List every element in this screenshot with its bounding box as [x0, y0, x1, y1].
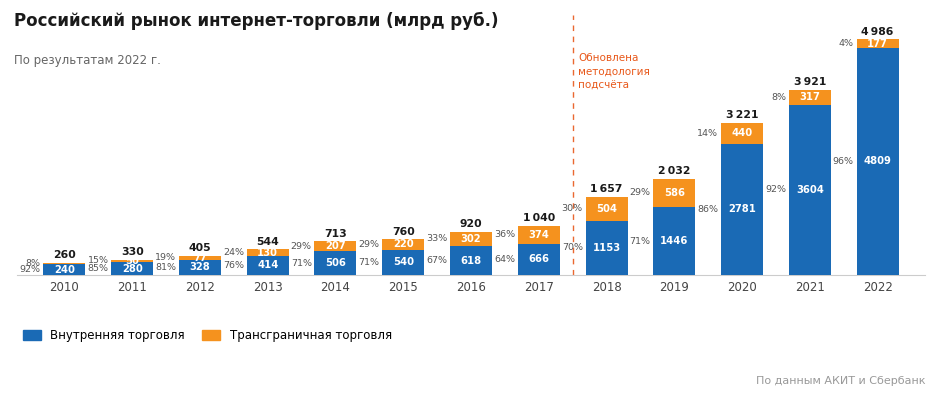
Text: 506: 506	[325, 258, 346, 268]
Bar	[518, 244, 559, 275]
Text: 19%: 19%	[155, 254, 176, 262]
Bar	[111, 262, 153, 275]
Bar	[179, 260, 221, 275]
Text: 414: 414	[257, 260, 278, 270]
Text: Обновлена
методология
подсчёта: Обновлена методология подсчёта	[578, 53, 650, 91]
Text: 85%: 85%	[87, 264, 108, 273]
Text: 240: 240	[54, 265, 75, 275]
Bar	[789, 90, 831, 105]
Text: 280: 280	[122, 263, 143, 273]
Text: 1 040: 1 040	[523, 213, 555, 223]
Text: 1 657: 1 657	[590, 184, 622, 194]
Text: 374: 374	[528, 230, 549, 240]
Text: 1446: 1446	[660, 236, 688, 246]
Bar	[721, 123, 763, 144]
Text: 77: 77	[193, 253, 207, 263]
Bar	[856, 39, 899, 48]
Text: 713: 713	[324, 229, 347, 239]
Text: 92%: 92%	[765, 185, 786, 195]
Text: 440: 440	[731, 128, 753, 138]
Text: 96%: 96%	[833, 157, 854, 166]
Text: 71%: 71%	[630, 236, 650, 246]
Text: 64%: 64%	[494, 255, 515, 264]
Bar	[111, 259, 153, 262]
Bar	[856, 48, 899, 275]
Text: 76%: 76%	[223, 261, 244, 270]
Legend: Внутренняя торговля, Трансграничная торговля: Внутренняя торговля, Трансграничная торг…	[23, 329, 392, 342]
Text: 317: 317	[799, 92, 821, 102]
Text: 29%: 29%	[290, 242, 312, 251]
Text: 330: 330	[121, 247, 144, 257]
Text: По результатам 2022 г.: По результатам 2022 г.	[14, 54, 161, 67]
Bar	[653, 179, 696, 207]
Text: 81%: 81%	[155, 263, 176, 272]
Bar	[518, 226, 559, 244]
Bar	[789, 105, 831, 275]
Bar	[246, 250, 289, 256]
Text: 33%: 33%	[426, 234, 447, 243]
Text: 760: 760	[392, 227, 415, 237]
Text: 177: 177	[867, 39, 888, 49]
Bar	[653, 207, 696, 275]
Text: По данным АКИТ и Сбербанк: По данным АКИТ и Сбербанк	[757, 376, 926, 386]
Text: 220: 220	[393, 240, 414, 250]
Text: 4 986: 4 986	[861, 27, 894, 37]
Text: 8%: 8%	[771, 93, 786, 102]
Bar	[383, 250, 424, 275]
Bar	[43, 264, 86, 275]
Bar	[315, 242, 356, 251]
Text: 29%: 29%	[630, 188, 650, 197]
Text: 666: 666	[528, 254, 549, 265]
Text: Российский рынок интернет-торговли (млрд руб.): Российский рынок интернет-торговли (млрд…	[14, 12, 498, 30]
Text: 3 221: 3 221	[726, 110, 759, 120]
Bar	[315, 251, 356, 275]
Text: 586: 586	[664, 188, 684, 198]
Text: 8%: 8%	[25, 259, 40, 268]
Text: 86%: 86%	[697, 205, 718, 214]
Bar	[450, 232, 492, 246]
Text: 1153: 1153	[592, 243, 620, 253]
Bar	[721, 144, 763, 275]
Text: 302: 302	[461, 234, 481, 244]
Text: 130: 130	[258, 248, 278, 258]
Text: 328: 328	[190, 262, 211, 273]
Text: 36%: 36%	[494, 230, 515, 239]
Text: 67%: 67%	[426, 256, 447, 265]
Text: 30%: 30%	[562, 204, 583, 213]
Text: 50: 50	[125, 256, 139, 266]
Text: 260: 260	[53, 250, 76, 260]
Text: 544: 544	[257, 237, 279, 247]
Bar	[586, 197, 628, 220]
Bar	[383, 239, 424, 250]
Text: 92%: 92%	[20, 265, 40, 274]
Text: 15%: 15%	[87, 256, 108, 265]
Text: 71%: 71%	[290, 259, 312, 268]
Text: 2781: 2781	[728, 205, 756, 215]
Bar	[450, 246, 492, 275]
Text: 2 032: 2 032	[658, 166, 691, 176]
Text: 24%: 24%	[223, 248, 244, 257]
Bar	[246, 256, 289, 275]
Text: 29%: 29%	[358, 240, 380, 249]
Text: 4%: 4%	[838, 39, 854, 48]
Text: 4809: 4809	[864, 156, 891, 166]
Bar	[43, 263, 86, 264]
Text: 70%: 70%	[562, 244, 583, 252]
Text: 14%: 14%	[697, 129, 718, 138]
Bar	[179, 256, 221, 260]
Bar	[586, 220, 628, 275]
Text: 618: 618	[461, 256, 481, 265]
Text: 71%: 71%	[358, 258, 380, 267]
Text: 405: 405	[189, 244, 212, 254]
Text: 540: 540	[393, 258, 414, 267]
Text: 920: 920	[460, 219, 482, 229]
Text: 504: 504	[596, 204, 617, 214]
Text: 3604: 3604	[796, 185, 823, 195]
Text: 3 921: 3 921	[793, 77, 826, 87]
Text: 207: 207	[325, 242, 346, 252]
